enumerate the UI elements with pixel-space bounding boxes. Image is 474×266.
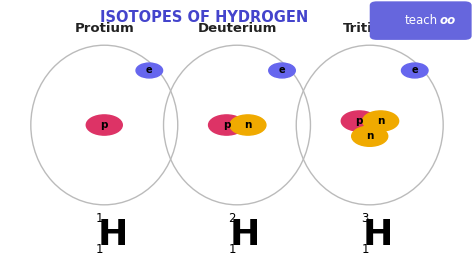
Text: 2: 2	[228, 213, 236, 225]
Text: Protium: Protium	[74, 22, 134, 35]
Text: 1: 1	[361, 243, 369, 256]
Text: H: H	[97, 218, 128, 252]
Text: H: H	[363, 218, 393, 252]
FancyBboxPatch shape	[370, 1, 472, 40]
Text: e: e	[411, 65, 418, 76]
Circle shape	[341, 111, 377, 131]
Text: Tritium: Tritium	[343, 22, 396, 35]
Text: n: n	[377, 116, 384, 126]
Text: n: n	[244, 120, 252, 130]
Circle shape	[352, 126, 388, 146]
Text: 1: 1	[96, 243, 103, 256]
Circle shape	[86, 115, 122, 135]
Text: e: e	[146, 65, 153, 76]
Text: teach: teach	[404, 14, 438, 27]
Text: 1: 1	[96, 213, 103, 225]
Circle shape	[136, 63, 163, 78]
Circle shape	[269, 63, 295, 78]
Text: Deuterium: Deuterium	[197, 22, 277, 35]
Circle shape	[401, 63, 428, 78]
Text: ISOTOPES OF HYDROGEN: ISOTOPES OF HYDROGEN	[100, 10, 308, 25]
Text: 1: 1	[228, 243, 236, 256]
Circle shape	[363, 111, 399, 131]
Text: e: e	[279, 65, 285, 76]
Text: H: H	[230, 218, 260, 252]
Circle shape	[230, 115, 266, 135]
Text: n: n	[366, 131, 374, 141]
Circle shape	[209, 115, 245, 135]
Text: p: p	[356, 116, 363, 126]
Text: p: p	[100, 120, 108, 130]
Text: oo: oo	[439, 14, 456, 27]
Text: p: p	[223, 120, 230, 130]
Text: 3: 3	[361, 213, 369, 225]
